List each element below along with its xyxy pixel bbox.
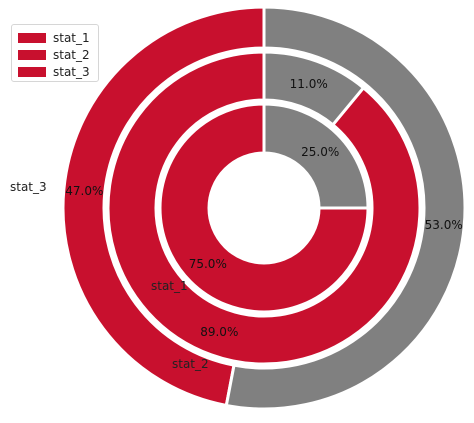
ring-stat_1-slice-1 [262,102,370,210]
ring-label-stat-2: stat_2 [172,357,209,371]
legend-swatch-stat-2 [18,49,46,60]
ring-stat_1-slice-0 [158,102,370,314]
ring-stat_1-pct-label-0: 75.0% [189,257,227,271]
legend-label-stat-1: stat_1 [53,30,90,45]
ring-stat_2-pct-label-0: 89.0% [200,325,238,339]
legend: stat_1 stat_2 stat_3 [11,24,99,82]
legend-item-stat-3: stat_3 [18,63,92,80]
ring-stat_3-slice-1 [224,5,467,411]
ring-stat_2-slice-1 [262,50,366,127]
legend-item-stat-2: stat_2 [18,46,92,63]
ring-stat_3-pct-label-1: 53.0% [425,218,463,232]
ring-stat_2-pct-label-1: 11.0% [290,77,328,91]
legend-swatch-stat-3 [18,66,46,77]
legend-label-stat-3: stat_3 [53,64,90,79]
ring-stat_3-slice-0 [61,5,266,408]
ring-stat_2-slice-0 [106,50,422,366]
legend-label-stat-2: stat_2 [53,47,90,62]
ring-label-stat-3: stat_3 [10,180,47,194]
ring-label-stat-1: stat_1 [151,279,188,293]
ring-stat_3-pct-label-0: 47.0% [65,184,103,198]
legend-item-stat-1: stat_1 [18,29,92,46]
ring-stat_1-pct-label-1: 25.0% [301,145,339,159]
legend-swatch-stat-1 [18,32,46,43]
